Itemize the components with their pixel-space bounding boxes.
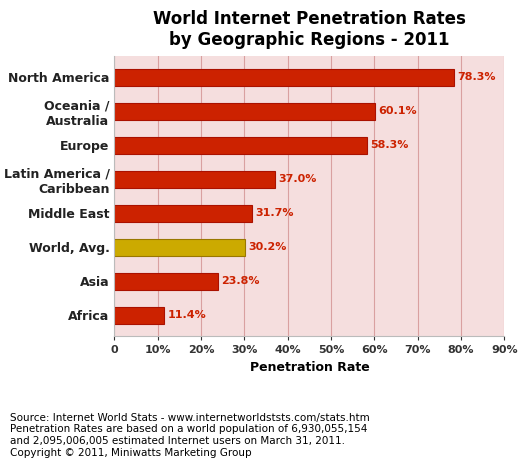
Text: 78.3%: 78.3% — [457, 72, 496, 82]
Bar — [114, 273, 217, 290]
Bar — [114, 137, 367, 154]
Text: 31.7%: 31.7% — [255, 208, 294, 218]
Bar — [114, 170, 275, 188]
X-axis label: Penetration Rate: Penetration Rate — [250, 361, 369, 374]
Text: 60.1%: 60.1% — [379, 106, 417, 116]
Bar — [114, 205, 252, 222]
Text: 37.0%: 37.0% — [278, 174, 317, 184]
Text: 23.8%: 23.8% — [221, 276, 259, 286]
Text: Source: Internet World Stats - www.internetworldststs.com/stats.htm
Penetration : Source: Internet World Stats - www.inter… — [10, 413, 370, 458]
Text: 11.4%: 11.4% — [167, 310, 206, 320]
Text: 58.3%: 58.3% — [370, 140, 409, 150]
Bar — [114, 239, 245, 255]
Title: World Internet Penetration Rates
by Geographic Regions - 2011: World Internet Penetration Rates by Geog… — [153, 10, 466, 49]
Bar — [114, 306, 164, 324]
Bar — [114, 103, 375, 120]
Text: 30.2%: 30.2% — [249, 242, 287, 252]
Bar — [114, 69, 454, 86]
